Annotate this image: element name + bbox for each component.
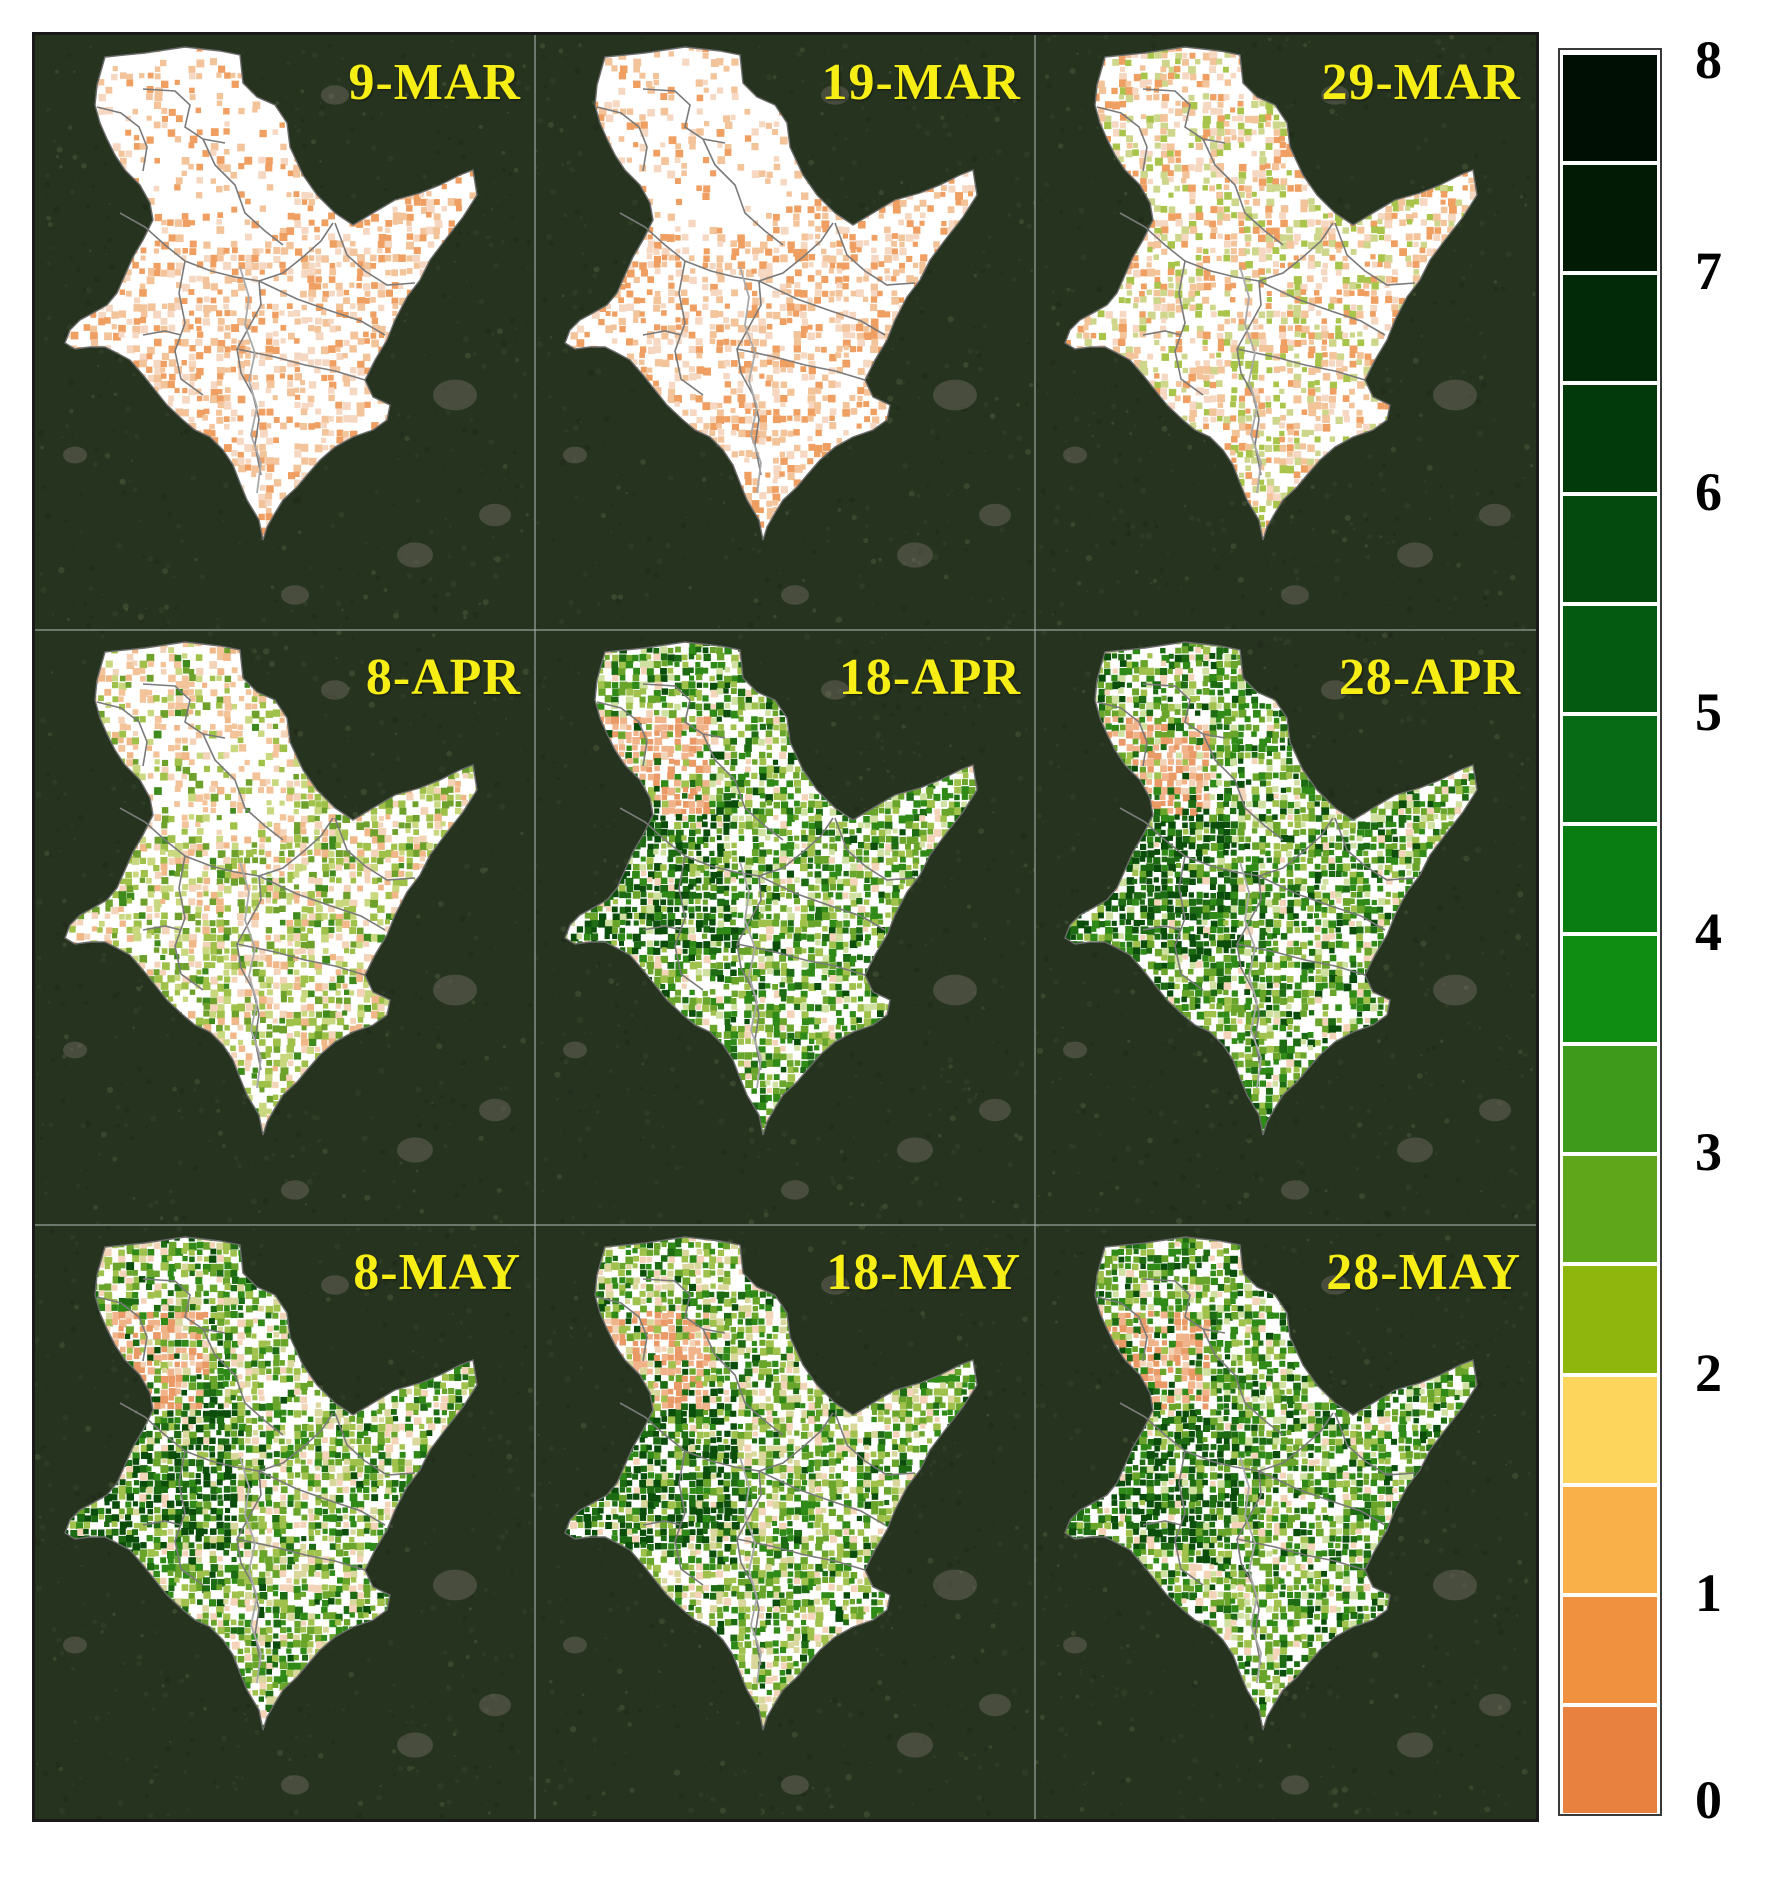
region-outline (1064, 641, 1478, 1136)
district-boundaries (1096, 1278, 1416, 1684)
legend-swatch (1563, 165, 1657, 272)
district-boundaries (96, 683, 416, 1089)
map-image (35, 1225, 535, 1819)
legend-swatch (1563, 605, 1657, 712)
legend-tick-label: 7 (1695, 244, 1722, 298)
panel-divider (534, 35, 536, 1819)
map-image (535, 630, 1035, 1224)
district-boundaries (96, 1278, 416, 1684)
map-image (535, 1225, 1035, 1819)
region-outline (1064, 46, 1478, 541)
legend-swatch (1563, 936, 1657, 1043)
panel-date-label: 19-MAR (821, 57, 1021, 109)
region-outline (564, 46, 978, 541)
map-image (1035, 1225, 1535, 1819)
legend-swatch (1563, 1596, 1657, 1703)
legend-tick-label: 2 (1695, 1346, 1722, 1400)
panel-divider (35, 1224, 1536, 1226)
panel-date-label: 28-MAY (1326, 1247, 1521, 1299)
district-boundaries (596, 683, 916, 1089)
map-image (1035, 630, 1535, 1224)
panel-date-label: 8-APR (366, 652, 521, 704)
region-outline (64, 1236, 478, 1731)
district-boundaries (1096, 88, 1416, 494)
legend-swatch (1563, 385, 1657, 492)
legend-swatch (1563, 1266, 1657, 1373)
map-panel: 28-MAY (1035, 1225, 1535, 1819)
map-image (35, 630, 535, 1224)
legend-swatch (1563, 1046, 1657, 1153)
map-panel: 18-MAY (535, 1225, 1035, 1819)
legend-tick-label: 1 (1695, 1566, 1722, 1620)
legend-swatch (1563, 275, 1657, 382)
legend-swatch (1563, 55, 1657, 162)
legend-tick-label: 3 (1695, 1125, 1722, 1179)
map-panel: 28-APR (1035, 630, 1535, 1224)
map-grid: 9-MAR 19-MAR 29-MAR 8-APR 18-APR 28-APR 8-MAY 1… (32, 32, 1539, 1822)
legend-swatch (1563, 1486, 1657, 1593)
map-panel: 18-APR (535, 630, 1035, 1224)
panel-date-label: 28-APR (1339, 652, 1521, 704)
legend-tick-label: 8 (1695, 33, 1722, 87)
map-panel: 8-APR (35, 630, 535, 1224)
district-boundaries (1096, 683, 1416, 1089)
legend-swatch (1563, 495, 1657, 602)
map-image (35, 35, 535, 629)
legend-tick-label: 0 (1695, 1773, 1722, 1827)
panel-divider (1034, 35, 1036, 1819)
region-outline (564, 1236, 978, 1731)
region-outline (1064, 1236, 1478, 1731)
district-boundaries (596, 88, 916, 494)
map-panel: 8-MAY (35, 1225, 535, 1819)
panel-date-label: 18-MAY (826, 1247, 1021, 1299)
map-image (535, 35, 1035, 629)
region-outline (564, 641, 978, 1136)
legend-swatch (1563, 1706, 1657, 1813)
region-outline (64, 641, 478, 1136)
panel-date-label: 29-MAR (1321, 57, 1521, 109)
legend-swatch (1563, 715, 1657, 822)
legend-swatch (1563, 1376, 1657, 1483)
study-region (65, 47, 477, 540)
map-image (1035, 35, 1535, 629)
panel-date-label: 18-APR (839, 652, 1021, 704)
region-outline (64, 46, 478, 541)
legend-swatch (1563, 1156, 1657, 1263)
legend-swatch (1563, 825, 1657, 932)
district-boundaries (96, 88, 416, 494)
map-panel: 9-MAR (35, 35, 535, 629)
legend-tick-label: 6 (1695, 465, 1722, 519)
map-panel: 29-MAR (1035, 35, 1535, 629)
panel-date-label: 8-MAY (353, 1247, 521, 1299)
panel-date-label: 9-MAR (348, 57, 521, 109)
district-boundaries (596, 1278, 916, 1684)
panel-divider (35, 629, 1536, 631)
legend-tick-label: 5 (1695, 685, 1722, 739)
map-panel: 19-MAR (535, 35, 1035, 629)
color-legend (1558, 48, 1662, 1816)
legend-tick-label: 4 (1695, 905, 1722, 959)
